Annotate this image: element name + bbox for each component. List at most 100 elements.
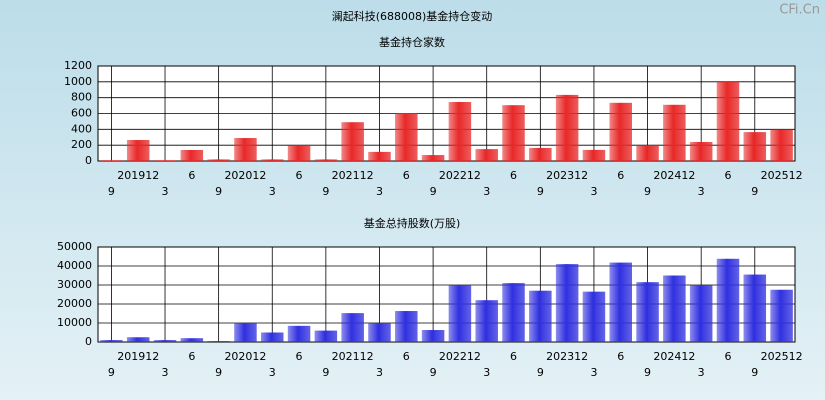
- bar: [287, 145, 311, 161]
- bar: [689, 285, 713, 342]
- x-tick-label: 202412: [653, 350, 695, 363]
- bar: [153, 340, 177, 342]
- bar: [234, 138, 257, 161]
- bar: [207, 341, 230, 342]
- x-tick-label: 6: [296, 350, 303, 363]
- bar: [609, 262, 633, 342]
- bar: [475, 300, 498, 342]
- x-tick-label: 202312: [546, 350, 588, 363]
- bar: [341, 122, 364, 161]
- bar: [314, 159, 338, 161]
- x-tick-label: 202012: [224, 350, 266, 363]
- y-tick-label: 0: [85, 335, 92, 348]
- bar: [609, 102, 633, 161]
- bar: [287, 325, 311, 342]
- bar: [421, 330, 445, 342]
- x-tick-label: 9: [322, 366, 329, 379]
- x-tick-label: 9: [215, 185, 222, 198]
- bar: [126, 140, 150, 161]
- y-tick-label: 600: [71, 107, 92, 120]
- x-tick-label: 3: [376, 185, 383, 198]
- x-tick-label: 9: [644, 185, 651, 198]
- x-tick-label: 3: [698, 185, 705, 198]
- x-tick-label: 202012: [224, 169, 266, 182]
- bar: [636, 145, 659, 161]
- x-tick-label: 6: [403, 169, 410, 182]
- y-tick-label: 200: [71, 138, 92, 151]
- x-tick-label: 202412: [653, 169, 695, 182]
- bar: [502, 283, 525, 342]
- x-tick-label: 9: [751, 366, 758, 379]
- bar: [743, 274, 767, 342]
- x-tick-label: 9: [537, 185, 544, 198]
- x-tick-label: 6: [403, 350, 410, 363]
- y-tick-label: 1200: [64, 59, 92, 72]
- x-tick-label: 9: [644, 366, 651, 379]
- x-tick-label: 201912: [117, 350, 159, 363]
- bar: [663, 104, 686, 161]
- bar: [529, 147, 552, 161]
- bar: [636, 282, 659, 342]
- bar: [260, 332, 284, 342]
- bar: [502, 105, 525, 161]
- bar: [180, 149, 204, 161]
- x-tick-label: 202212: [439, 350, 481, 363]
- x-tick-label: 6: [617, 169, 624, 182]
- bar: [448, 102, 472, 161]
- x-tick-label: 3: [162, 366, 169, 379]
- x-tick-label: 202112: [332, 350, 374, 363]
- bar: [582, 291, 606, 342]
- x-tick-label: 202112: [332, 169, 374, 182]
- bar: [314, 330, 338, 342]
- x-tick-label: 6: [188, 350, 195, 363]
- y-tick-label: 10000: [57, 316, 92, 329]
- x-tick-label: 9: [430, 366, 437, 379]
- y-tick-label: 800: [71, 91, 92, 104]
- bar: [260, 159, 284, 161]
- page-title: 澜起科技(688008)基金持仓变动: [332, 9, 493, 23]
- y-tick-label: 400: [71, 122, 92, 135]
- x-tick-label: 9: [215, 366, 222, 379]
- x-tick-label: 202512: [761, 169, 803, 182]
- x-tick-label: 6: [617, 350, 624, 363]
- y-tick-label: 0: [85, 154, 92, 167]
- chart-title: 基金总持股数(万股): [364, 216, 461, 230]
- bar: [100, 160, 123, 161]
- bar: [716, 258, 740, 342]
- bar: [368, 323, 391, 342]
- x-tick-label: 6: [724, 169, 731, 182]
- x-tick-label: 6: [510, 169, 517, 182]
- bar: [421, 155, 445, 161]
- x-tick-label: 201912: [117, 169, 159, 182]
- bar: [126, 337, 150, 342]
- x-tick-label: 3: [269, 185, 276, 198]
- x-tick-label: 9: [322, 185, 329, 198]
- x-tick-label: 3: [483, 366, 490, 379]
- bar: [448, 285, 472, 342]
- x-tick-label: 6: [510, 350, 517, 363]
- x-tick-label: 3: [269, 366, 276, 379]
- chart-title: 基金持仓家数: [379, 35, 445, 49]
- x-tick-label: 9: [108, 185, 115, 198]
- x-tick-label: 3: [162, 185, 169, 198]
- y-tick-label: 30000: [57, 278, 92, 291]
- y-tick-label: 1000: [64, 75, 92, 88]
- watermark: CFi.Cn: [779, 3, 820, 18]
- bar: [555, 264, 579, 342]
- x-tick-label: 3: [698, 366, 705, 379]
- x-tick-label: 3: [590, 366, 597, 379]
- x-tick-label: 3: [376, 366, 383, 379]
- x-tick-label: 202212: [439, 169, 481, 182]
- bar: [770, 289, 793, 342]
- x-tick-label: 3: [590, 185, 597, 198]
- x-tick-label: 3: [483, 185, 490, 198]
- bar: [582, 149, 606, 161]
- x-tick-label: 6: [296, 169, 303, 182]
- bar: [180, 338, 204, 342]
- x-tick-label: 9: [430, 185, 437, 198]
- bar: [395, 311, 418, 342]
- x-tick-label: 202512: [761, 350, 803, 363]
- bar: [207, 159, 230, 161]
- bar: [100, 340, 123, 342]
